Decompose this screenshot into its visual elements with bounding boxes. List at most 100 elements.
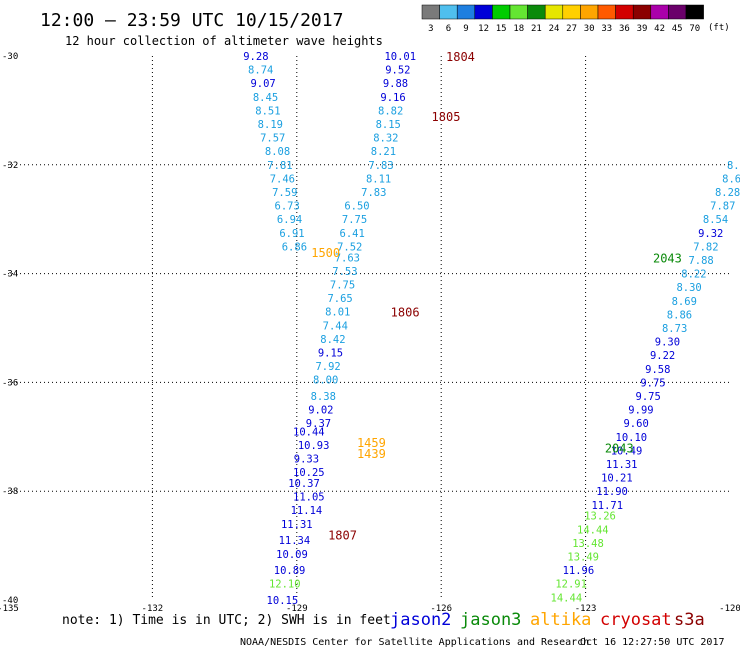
data-point-label: 10.25 (293, 467, 325, 479)
axis-ticks: -135 -132 -129 -126 -123 -120 -30 -32 -34 -36 -38 -… (0, 52, 740, 614)
data-point-label: 9.52 (385, 65, 410, 77)
data-point-label: 6.50 (344, 201, 369, 213)
color-scale-label: 9 (463, 24, 468, 34)
color-scale-swatch (439, 4, 458, 20)
y-tick-label: -32 (2, 161, 18, 171)
y-tick-label: -36 (2, 378, 18, 388)
data-point-label: 9.02 (308, 405, 333, 417)
color-scale-swatch (632, 4, 652, 20)
data-point-label: 14.44 (577, 524, 609, 536)
color-scale-swatch (509, 4, 528, 20)
data-point-label: 7.87 (710, 201, 735, 213)
data-point-label: 8.28 (715, 187, 740, 199)
data-point-label: 10.21 (601, 473, 633, 485)
color-scale-swatch (615, 4, 634, 20)
color-scale-swatch (650, 4, 669, 20)
color-scale-label: 21 (531, 24, 542, 34)
data-point-label: 8.32 (373, 133, 398, 145)
data-point-label: 9.16 (380, 92, 405, 104)
legend-jason2: jason2 (390, 610, 451, 630)
data-point-label: 14.44 (551, 592, 583, 604)
x-tick-label: -135 (0, 604, 19, 614)
time-label: 1804 (446, 50, 475, 64)
data-point-label: 7.46 (270, 173, 295, 185)
data-point-label: 6.73 (275, 201, 300, 213)
data-point-label: 11.90 (596, 486, 628, 498)
color-scale-unit: (ft) (708, 23, 730, 33)
data-point-label: 10.37 (288, 478, 320, 490)
data-point-label: 8.19 (258, 119, 283, 131)
data-point-label: 10.10 (616, 432, 648, 444)
footer-credit: NOAA/NESDIS Center for Satellite Applica… (240, 637, 589, 648)
chart-title: 12:00 – 23:59 UTC 10/15/2017 (40, 10, 343, 31)
footer-timestamp: Oct 16 12:27:50 UTC 2017 (580, 637, 725, 648)
data-point-label: 13.26 (584, 511, 616, 523)
color-scale-swatch (668, 4, 687, 20)
data-point-label: 9.58 (645, 364, 670, 376)
data-point-label: 8.54 (703, 214, 728, 226)
data-point-label: 9.75 (636, 391, 661, 403)
color-scale-swatch (421, 4, 440, 20)
data-point-label: 9.15 (318, 347, 343, 359)
data-point-label: 8.38 (311, 391, 336, 403)
color-scale-swatch (544, 4, 564, 20)
data-point-label: 7.75 (330, 279, 355, 291)
data-point-label: 12.91 (555, 579, 587, 591)
data-point-label: 7.63 (335, 252, 360, 264)
color-scale-swatch (456, 4, 476, 20)
y-tick-label: -30 (2, 52, 18, 62)
data-point-label: 10.09 (276, 549, 308, 561)
time-label: 1500 (311, 246, 340, 260)
data-point-label: 8.73 (662, 323, 687, 335)
satellite-legend: jason2 jason3 altika cryosat s3a (390, 610, 705, 630)
data-point-label: 8.66 (722, 173, 740, 185)
data-point-label: 8.74 (248, 65, 273, 77)
data-point-label: 7.92 (315, 361, 340, 373)
color-scale-label: 12 (478, 24, 489, 34)
color-scale-label: 27 (566, 24, 577, 34)
time-label: 1805 (432, 110, 461, 124)
color-scale-label: 39 (637, 24, 648, 34)
data-point-label: 7.81 (267, 160, 292, 172)
color-scale-swatch (562, 4, 581, 20)
x-tick-label: -132 (142, 604, 164, 614)
data-point-label: 8.51 (255, 105, 280, 117)
color-scale-label: 42 (654, 24, 665, 34)
legend-s3a: s3a (674, 610, 705, 630)
data-point-label: 9.32 (698, 228, 723, 240)
time-label: 1807 (328, 529, 357, 543)
data-point-label: 7.75 (342, 214, 367, 226)
data-point-label: 9.88 (383, 78, 408, 90)
data-point-label: 9.75 (640, 377, 665, 389)
data-point-label: 8.82 (378, 105, 403, 117)
data-point-label: 9.28 (243, 51, 268, 63)
data-point-label: 10.89 (274, 565, 306, 577)
x-tick-label: -126 (430, 604, 452, 614)
color-scale-swatch (597, 4, 616, 20)
data-point-label: 7.57 (260, 133, 285, 145)
time-label: 1439 (357, 447, 386, 461)
color-scale-label: 45 (672, 24, 683, 34)
data-point-label: 8.08 (265, 146, 290, 158)
legend-jason3: jason3 (460, 610, 521, 630)
data-point-label: 7.83 (361, 187, 386, 199)
x-tick-label: -120 (719, 604, 740, 614)
color-scale: 3 6 9 12 15 18 21 24 27 30 33 36 39 42 45 70 (421, 4, 704, 34)
data-point-label: 13.48 (572, 538, 604, 550)
data-point-label: 7.65 (327, 293, 352, 305)
color-scale-label: 3 (428, 24, 433, 34)
data-point-label: 8.30 (676, 282, 701, 294)
color-scale-label: 36 (619, 24, 630, 34)
data-point-label: 10.15 (267, 595, 299, 607)
data-point-label: 8.45 (253, 92, 278, 104)
data-point-label: 8.01 (325, 307, 350, 319)
data-point-label: 13.49 (567, 551, 599, 563)
time-label: 2043 (605, 442, 634, 456)
data-point-label: 10.49 (611, 445, 643, 457)
data-point-label: 11.96 (563, 565, 595, 577)
color-scale-label: 30 (584, 24, 595, 34)
data-point-label: 8.15 (376, 119, 401, 131)
data-point-label: 7.53 (332, 266, 357, 278)
data-point-label: 7.52 (337, 241, 362, 253)
